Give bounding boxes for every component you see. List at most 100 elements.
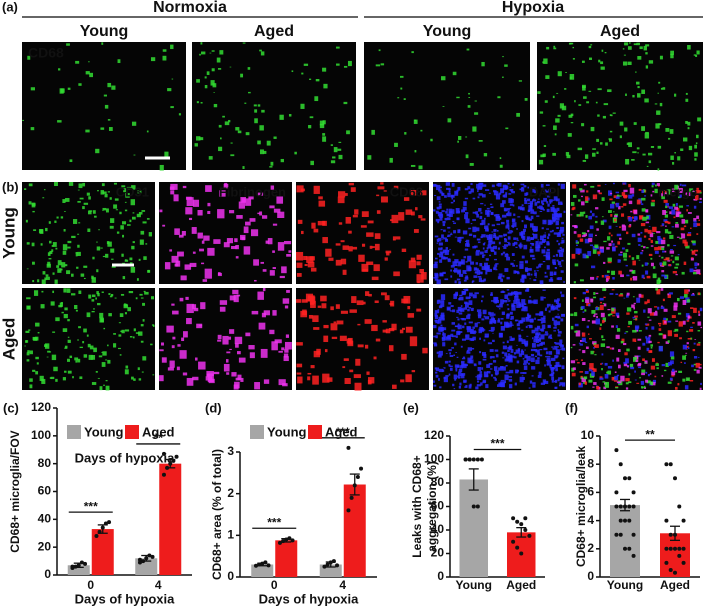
speck — [140, 231, 144, 235]
speck — [690, 327, 693, 328]
speck — [231, 143, 233, 144]
speck — [412, 370, 415, 372]
speck — [624, 333, 626, 334]
speck — [535, 356, 537, 357]
speck — [526, 336, 528, 337]
speck — [479, 140, 483, 142]
speck — [224, 364, 230, 372]
speck — [556, 254, 558, 257]
speck — [418, 215, 422, 218]
speck — [452, 309, 455, 312]
speck — [551, 209, 553, 210]
speck — [693, 221, 696, 223]
speck — [552, 380, 554, 383]
speck — [547, 356, 551, 358]
speck — [558, 379, 560, 381]
speck — [570, 77, 572, 80]
speck — [197, 210, 202, 215]
speck — [55, 280, 58, 284]
speck — [52, 331, 55, 332]
speck — [686, 205, 689, 206]
speck — [561, 248, 564, 252]
group-label: Young — [80, 23, 129, 40]
speck — [637, 147, 640, 149]
speck — [634, 216, 637, 220]
speck — [665, 226, 667, 227]
speck — [77, 252, 81, 256]
speck — [544, 247, 546, 249]
speck — [592, 213, 595, 216]
y-tick-label: 10 — [581, 428, 595, 442]
speck — [640, 232, 642, 234]
speck — [331, 144, 333, 146]
speck — [579, 383, 581, 386]
speck — [491, 327, 495, 331]
speck — [460, 328, 462, 329]
speck — [218, 272, 221, 275]
speck — [502, 352, 504, 354]
speck — [134, 155, 136, 156]
data-point — [511, 540, 515, 544]
speck — [630, 188, 634, 194]
speck — [450, 355, 454, 357]
speck — [133, 336, 135, 338]
speck — [143, 256, 146, 260]
speck — [532, 343, 536, 348]
speck — [596, 278, 598, 280]
row-label: Young — [0, 207, 18, 259]
speck — [632, 257, 634, 260]
speck — [612, 246, 616, 251]
speck — [629, 201, 632, 204]
speck — [92, 295, 95, 298]
speck — [159, 210, 162, 213]
speck — [367, 155, 371, 159]
speck — [441, 234, 444, 238]
speck — [512, 222, 516, 227]
data-point — [98, 530, 102, 534]
speck — [546, 252, 550, 258]
speck — [560, 348, 562, 349]
speck — [481, 367, 483, 370]
speck — [562, 234, 564, 236]
speck — [635, 319, 637, 321]
speck — [177, 344, 180, 347]
speck — [596, 139, 599, 142]
speck — [297, 376, 302, 383]
speck — [229, 210, 234, 213]
speck — [665, 206, 667, 209]
speck — [539, 343, 542, 346]
speck — [183, 186, 187, 188]
speck — [546, 333, 548, 336]
speck — [334, 147, 338, 152]
speck — [199, 137, 203, 140]
speck — [493, 235, 496, 238]
speck — [439, 273, 443, 277]
speck — [174, 228, 180, 235]
speck — [688, 347, 690, 349]
speck — [588, 304, 590, 306]
speck — [504, 208, 507, 211]
speck — [245, 198, 251, 206]
speck — [604, 103, 608, 105]
speck — [671, 255, 673, 256]
speck — [612, 360, 614, 362]
speck — [213, 92, 215, 93]
speck — [492, 333, 494, 334]
speck — [93, 308, 95, 309]
speck — [108, 119, 110, 121]
speck — [464, 280, 467, 282]
speck — [674, 334, 678, 337]
data-point — [101, 526, 105, 530]
speck — [472, 308, 474, 309]
speck — [636, 383, 639, 384]
speck — [502, 357, 504, 358]
speck — [515, 247, 517, 248]
speck — [63, 328, 67, 332]
data-point — [527, 534, 531, 538]
speck — [212, 50, 215, 51]
speck — [602, 197, 605, 201]
speck — [29, 378, 33, 381]
speck — [493, 190, 497, 192]
speck — [596, 386, 599, 390]
speck — [458, 310, 461, 311]
